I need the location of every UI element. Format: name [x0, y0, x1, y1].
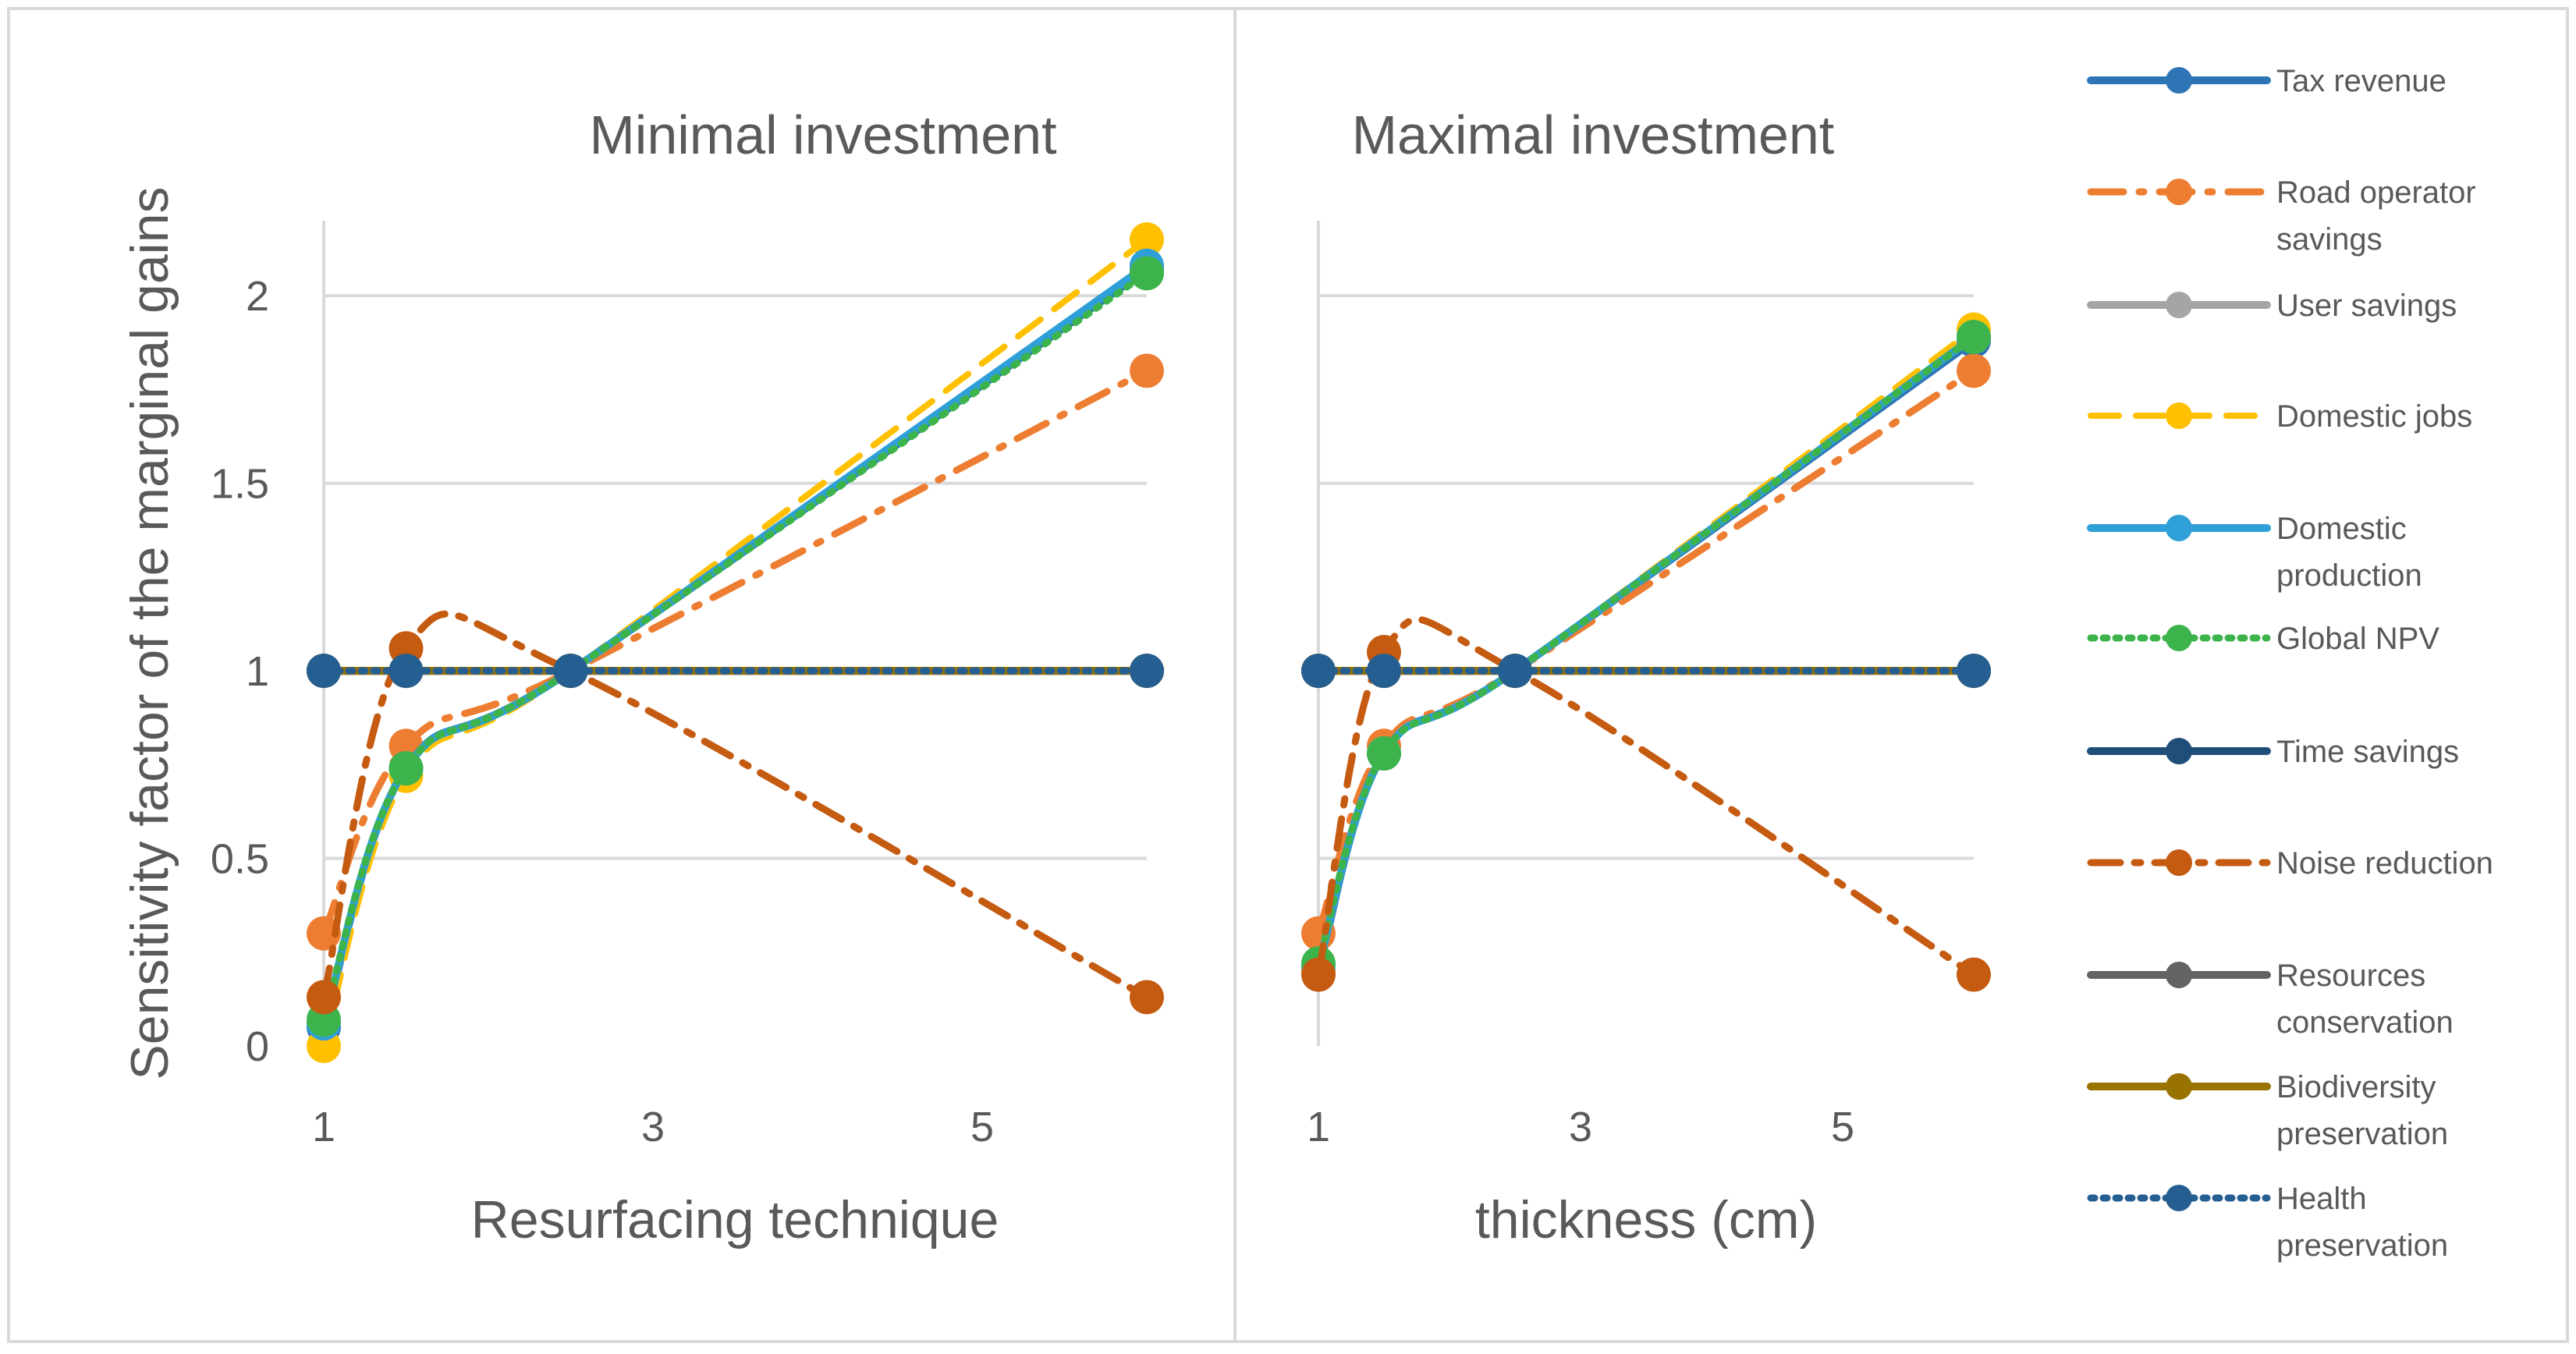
data-point-global-npv-panel-1 [389, 751, 424, 786]
panel-title: Minimal investment [589, 105, 1056, 165]
series-line-road-operator-savings-panel-2 [1315, 367, 1978, 938]
data-point-health-preservation-panel-2 [1301, 654, 1336, 689]
data-point-health-preservation-panel-2 [1367, 654, 1401, 689]
series-line-road-operator-savings-panel-1 [320, 367, 1151, 938]
legend-label-domestic-production: Domestic production [2276, 512, 2422, 593]
data-point-health-preservation-panel-1 [1130, 654, 1164, 689]
x-tick-label: 5 [1831, 1104, 1854, 1150]
x-tick-label: 3 [641, 1104, 665, 1150]
data-point-global-npv-panel-1 [1130, 256, 1164, 291]
data-point-health-preservation-panel-1 [307, 654, 341, 689]
legend-label-global-npv: Global NPV [2276, 622, 2439, 656]
legend-label-user-savings: User savings [2276, 289, 2457, 323]
data-point-noise-reduction-panel-1 [307, 980, 341, 1015]
series-line-global-npv-panel-2 [1315, 333, 1978, 967]
x-axis-label: Resurfacing technique [471, 1190, 999, 1249]
legend-marker-domestic-jobs [2166, 402, 2192, 429]
x-axis-label: thickness (cm) [1475, 1190, 1817, 1249]
series-line-domestic-jobs-panel-2 [1315, 326, 1977, 974]
panel-title: Maximal investment [1352, 105, 1835, 165]
legend-label-road-operator-savings: Road operator savings [2276, 175, 2476, 257]
series-line-noise-reduction-panel-1 [320, 610, 1151, 1001]
data-point-global-npv-panel-2 [1367, 735, 1401, 771]
x-tick-label: 3 [1569, 1104, 1592, 1150]
y-tick-label: 2 [246, 273, 269, 320]
data-point-road-operator-savings-panel-1 [307, 916, 341, 951]
legend-marker-tax-revenue [2166, 67, 2192, 94]
legend-marker-user-savings [2166, 292, 2192, 318]
legend-marker-road-operator-savings [2166, 179, 2192, 205]
series-line-global-npv-panel-1 [320, 269, 1151, 1023]
legend-label-resources-conservation: Resources conservation [2276, 959, 2454, 1040]
legend-marker-health-preservation [2166, 1185, 2192, 1211]
data-point-noise-reduction-panel-2 [1957, 957, 1991, 992]
data-point-global-npv-panel-2 [1957, 320, 1991, 355]
chart-frame [7, 7, 2569, 1343]
legend-label-time-savings: Time savings [2276, 735, 2459, 769]
legend-marker-biodiversity-preservation [2166, 1073, 2192, 1100]
y-tick-label: 0.5 [211, 836, 269, 883]
legend-marker-resources-conservation [2166, 962, 2192, 988]
series-line-domestic-production-panel-1 [320, 261, 1151, 1028]
data-point-noise-reduction-panel-2 [1301, 957, 1336, 992]
data-point-health-preservation-panel-2 [1957, 654, 1991, 689]
legend-label-noise-reduction: Noise reduction [2276, 846, 2493, 881]
data-point-health-preservation-panel-2 [1498, 654, 1532, 689]
x-tick-label: 1 [1307, 1104, 1330, 1150]
data-point-noise-reduction-panel-1 [1130, 980, 1164, 1015]
series-line-tax-revenue-panel-1 [320, 265, 1151, 1031]
y-tick-label: 1.5 [211, 461, 269, 508]
series-line-noise-reduction-panel-2 [1315, 615, 1978, 979]
y-tick-label: 1 [246, 648, 269, 695]
data-point-road-operator-savings-panel-1 [1130, 353, 1164, 388]
legend-marker-domestic-production [2166, 515, 2192, 541]
legend-marker-global-npv [2166, 625, 2192, 651]
legend-marker-time-savings [2166, 738, 2192, 764]
y-tick-label: 0 [246, 1023, 269, 1070]
data-point-health-preservation-panel-1 [389, 654, 424, 689]
legend-label-health-preservation: Health preservation [2276, 1182, 2448, 1263]
y-axis-label: Sensitivity factor of the marginal gains [120, 186, 179, 1079]
x-tick-label: 5 [970, 1104, 994, 1150]
legend-label-tax-revenue: Tax revenue [2276, 64, 2446, 98]
data-point-road-operator-savings-panel-2 [1957, 353, 1991, 388]
x-tick-label: 1 [312, 1104, 335, 1150]
data-point-domestic-jobs-panel-1 [1130, 222, 1164, 257]
legend-label-domestic-jobs: Domestic jobs [2276, 399, 2472, 434]
legend-label-biodiversity-preservation: Biodiversity preservation [2276, 1070, 2448, 1151]
data-point-health-preservation-panel-1 [553, 654, 588, 689]
legend-marker-noise-reduction [2166, 849, 2192, 876]
